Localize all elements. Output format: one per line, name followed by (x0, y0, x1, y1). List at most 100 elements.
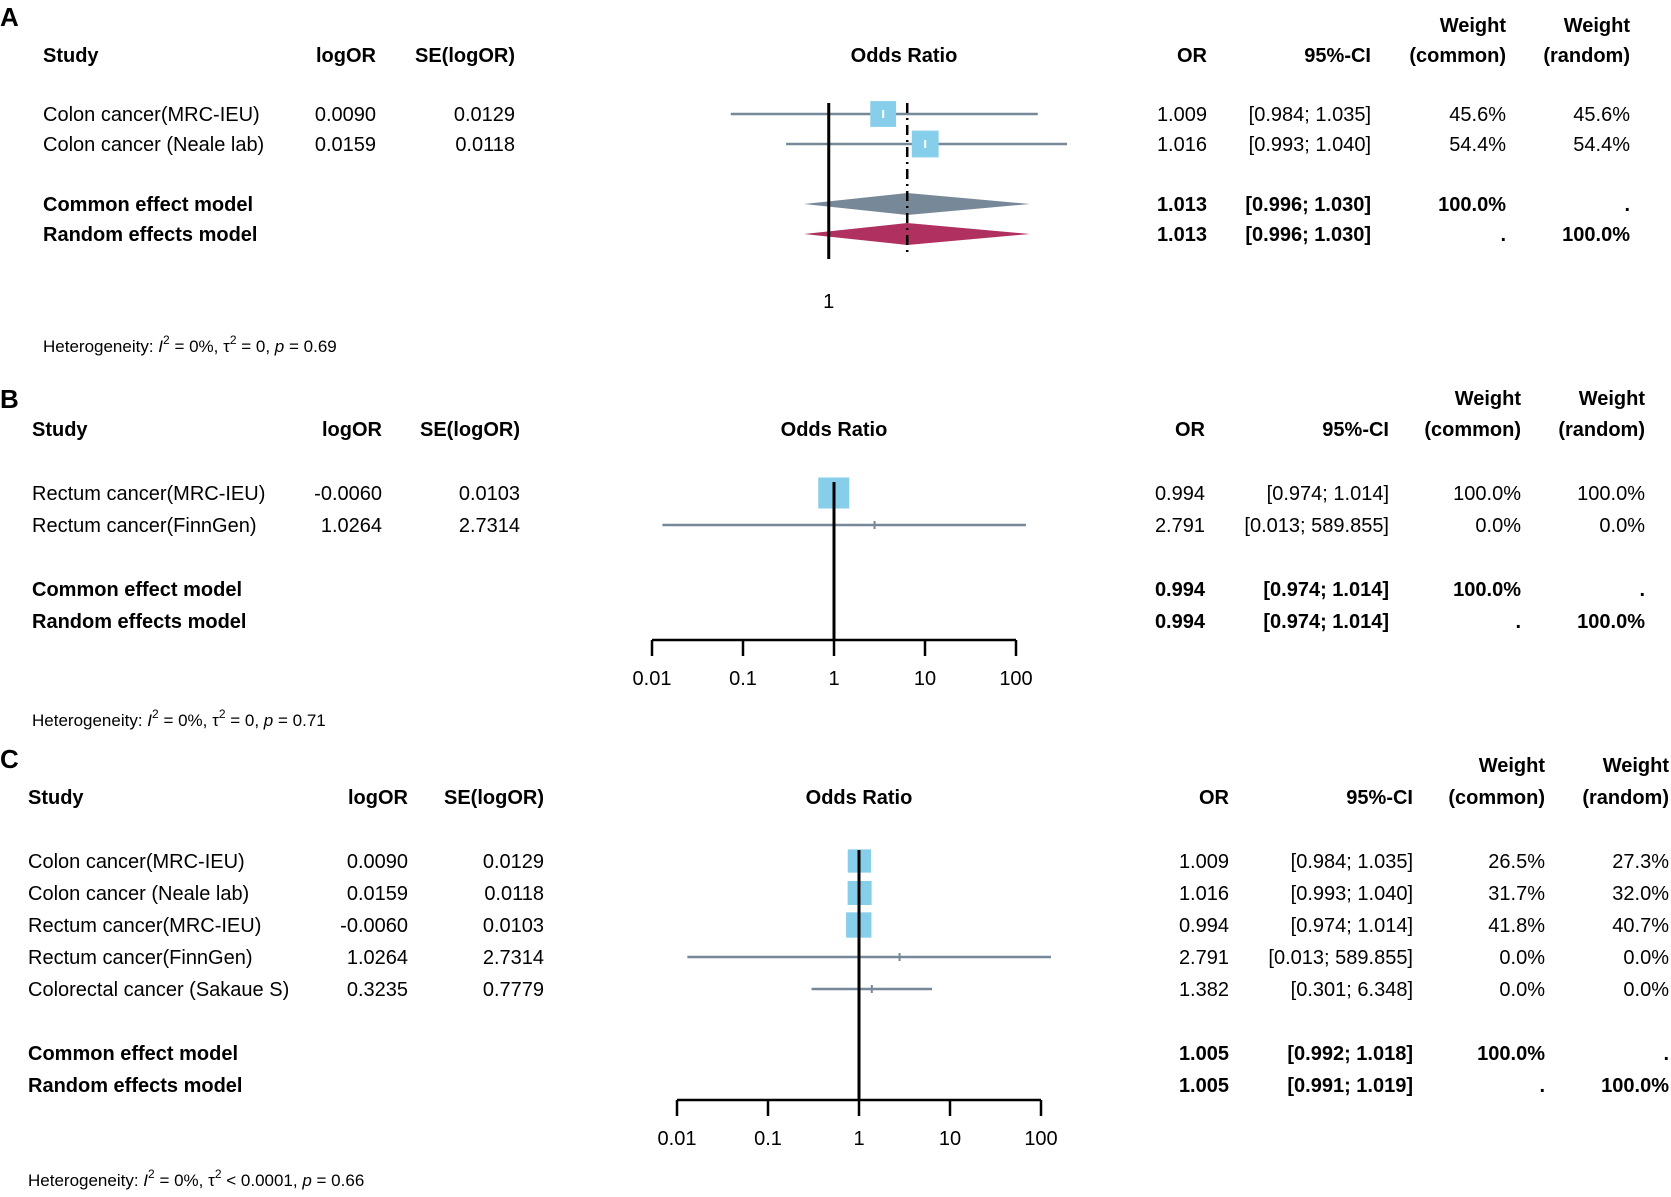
study-weight-random: 54.4% (1573, 134, 1630, 156)
x-tick-label: 0.01 (633, 668, 672, 690)
panel-label: B (0, 384, 19, 414)
header-weight-random: Weight (1603, 755, 1670, 777)
study-weight-random: 40.7% (1612, 915, 1669, 937)
study-or: 1.016 (1157, 134, 1207, 156)
header-weight-common-sub: (common) (1448, 787, 1545, 809)
model-weight-random: . (1663, 1043, 1669, 1065)
header-ci: 95%-CI (1322, 419, 1389, 441)
study-or: 2.791 (1155, 515, 1205, 537)
header-weight-random-sub: (random) (1558, 419, 1645, 441)
study-se: 2.7314 (483, 947, 544, 969)
header-se: SE(logOR) (420, 419, 520, 441)
header-weight-common-sub: (common) (1409, 45, 1506, 67)
heterogeneity-tau-value: = 0, (226, 711, 264, 730)
study-logor: -0.0060 (340, 915, 408, 937)
x-tick-label: 1 (828, 668, 839, 690)
random-effect-diamond (804, 223, 1030, 245)
model-ci: [0.974; 1.014] (1263, 579, 1389, 601)
x-tick-label: 1 (823, 291, 834, 313)
study-ci: [0.301; 6.348] (1291, 979, 1413, 1001)
model-weight-common: 100.0% (1477, 1043, 1545, 1065)
header-weight-random: Weight (1579, 388, 1646, 410)
model-name: Common effect model (28, 1043, 238, 1065)
model-weight-random: 100.0% (1562, 224, 1630, 246)
heterogeneity-prefix: Heterogeneity: (28, 1171, 143, 1190)
study-name: Colon cancer (Neale lab) (28, 883, 249, 905)
heterogeneity-p-value: = 0.71 (273, 711, 325, 730)
superscript-two: 2 (163, 333, 170, 347)
study-or: 0.994 (1155, 483, 1205, 505)
heterogeneity-p-symbol: p (274, 337, 284, 356)
model-ci: [0.974; 1.014] (1263, 611, 1389, 633)
header-odds-ratio: Odds Ratio (781, 419, 888, 441)
study-weight-random: 27.3% (1612, 851, 1669, 873)
model-ci: [0.996; 1.030] (1245, 224, 1371, 246)
header-se: SE(logOR) (444, 787, 544, 809)
study-se: 0.0129 (483, 851, 544, 873)
heterogeneity-text: Heterogeneity: I2 = 0%, τ2 < 0.0001, p =… (28, 1167, 364, 1190)
heterogeneity-i2-value: = 0%, (170, 337, 223, 356)
study-or: 1.016 (1179, 883, 1229, 905)
study-weight-random: 45.6% (1573, 104, 1630, 126)
header-weight-common: Weight (1455, 388, 1522, 410)
model-name: Common effect model (32, 579, 242, 601)
study-name: Colon cancer (Neale lab) (43, 134, 264, 156)
x-tick-label: 100 (1024, 1128, 1057, 1150)
superscript-two: 2 (148, 1167, 155, 1181)
heterogeneity-p-symbol: p (301, 1171, 311, 1190)
header-study: Study (43, 45, 99, 67)
panel-label: C (0, 744, 19, 774)
heterogeneity-tau-symbol: τ (223, 337, 230, 356)
model-or: 1.013 (1157, 194, 1207, 216)
study-ci: [0.013; 589.855] (1244, 515, 1389, 537)
model-weight-common: . (1500, 224, 1506, 246)
study-logor: 0.0159 (315, 134, 376, 156)
forest-panel-b: B Study logOR SE(logOR) Odds Ratio OR 95%-CI We… (0, 384, 1645, 730)
model-weight-random: . (1624, 194, 1630, 216)
study-or: 2.791 (1179, 947, 1229, 969)
study-ci: [0.974; 1.014] (1267, 483, 1389, 505)
panel-label: A (0, 2, 19, 32)
model-name: Random effects model (32, 611, 246, 633)
heterogeneity-p-value: = 0.66 (312, 1171, 364, 1190)
model-weight-common: 100.0% (1438, 194, 1506, 216)
study-weight-random: 32.0% (1612, 883, 1669, 905)
study-ci: [0.984; 1.035] (1249, 104, 1371, 126)
study-or: 0.994 (1179, 915, 1229, 937)
heterogeneity-tau-value: = 0, (237, 337, 275, 356)
header-logor: logOR (322, 419, 383, 441)
study-logor: 1.0264 (321, 515, 382, 537)
header-weight-random-sub: (random) (1543, 45, 1630, 67)
study-name: Colon cancer(MRC-IEU) (28, 851, 245, 873)
superscript-two: 2 (215, 1167, 222, 1181)
study-ci: [0.974; 1.014] (1291, 915, 1413, 937)
heterogeneity-i2-value: = 0%, (155, 1171, 208, 1190)
model-weight-common: . (1539, 1075, 1545, 1097)
study-weight-common: 0.0% (1475, 515, 1521, 537)
common-effect-diamond (804, 193, 1030, 215)
x-tick-label: 100 (999, 668, 1032, 690)
x-tick-label: 1 (853, 1128, 864, 1150)
heterogeneity-tau-symbol: τ (208, 1171, 215, 1190)
study-name: Rectum cancer(MRC-IEU) (28, 915, 261, 937)
heterogeneity-i-symbol: I (143, 1171, 148, 1190)
superscript-two: 2 (230, 333, 237, 347)
study-se: 0.0129 (454, 104, 515, 126)
study-ci: [0.013; 589.855] (1268, 947, 1413, 969)
header-weight-common: Weight (1440, 15, 1507, 37)
study-logor: -0.0060 (314, 483, 382, 505)
study-logor: 0.3235 (347, 979, 408, 1001)
study-weight-random: 0.0% (1623, 947, 1669, 969)
study-weight-common: 26.5% (1488, 851, 1545, 873)
study-weight-common: 31.7% (1488, 883, 1545, 905)
heterogeneity-text: Heterogeneity: I2 = 0%, τ2 = 0, p = 0.71 (32, 707, 326, 730)
study-weight-common: 0.0% (1499, 979, 1545, 1001)
study-se: 0.0103 (459, 483, 520, 505)
header-or: OR (1177, 45, 1208, 67)
model-name: Random effects model (43, 224, 257, 246)
header-weight-random-sub: (random) (1582, 787, 1669, 809)
model-weight-common: 100.0% (1453, 579, 1521, 601)
heterogeneity-p-symbol: p (263, 711, 273, 730)
x-tick-label: 10 (914, 668, 936, 690)
model-name: Common effect model (43, 194, 253, 216)
